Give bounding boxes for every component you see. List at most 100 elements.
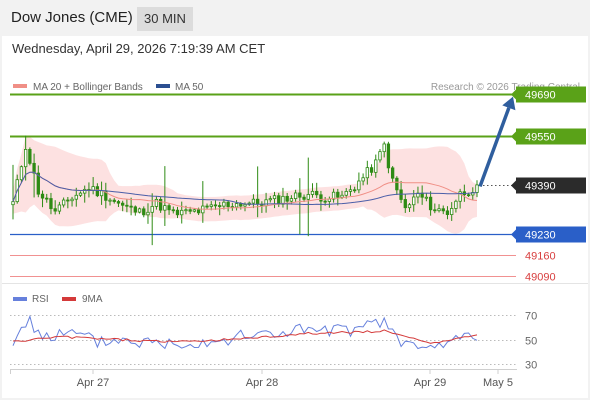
candle-body xyxy=(192,209,197,212)
candle-body xyxy=(53,208,57,212)
level-label-49160: 49160 xyxy=(525,251,556,263)
candle-body xyxy=(319,194,323,202)
rsi-tick-70: 70 xyxy=(525,311,537,323)
candle-body xyxy=(450,208,454,215)
candle-body xyxy=(412,196,416,206)
candle-body xyxy=(116,201,121,204)
candle-body xyxy=(293,192,298,199)
level-tag-pointer-49550 xyxy=(511,131,516,142)
candle-body xyxy=(454,200,458,209)
candle-body xyxy=(458,191,462,202)
forecast-arrow xyxy=(478,96,516,188)
candle-body xyxy=(428,196,433,211)
candle-body xyxy=(437,208,441,212)
candle-body xyxy=(184,209,188,212)
candle-body xyxy=(108,199,112,202)
ma50-legend-swatch xyxy=(156,84,170,88)
candle-body xyxy=(331,191,336,200)
candle-body xyxy=(121,202,125,206)
candle-body xyxy=(336,191,340,198)
candle-body xyxy=(302,196,306,200)
candle-body xyxy=(340,194,344,198)
interval-button[interactable]: 30 MIN xyxy=(137,7,193,31)
level-tag-49690 xyxy=(516,86,586,103)
candle-body xyxy=(167,205,171,211)
x-axis: Apr 27 Apr 28 Apr 29 May 5 xyxy=(10,369,513,389)
candle-body xyxy=(180,209,184,216)
candle-body xyxy=(205,205,209,208)
candle-body xyxy=(475,184,479,193)
level-tag-49230 xyxy=(516,226,586,243)
rsi-tick-50: 50 xyxy=(525,336,537,348)
source-credit: Research © 2026 Trading Central xyxy=(431,82,580,93)
candle-body xyxy=(188,209,192,212)
candle-body xyxy=(45,197,49,200)
candle-body xyxy=(310,190,315,195)
candle-body xyxy=(154,198,159,207)
rsi-legend-swatch xyxy=(13,297,27,301)
candle-body xyxy=(66,199,70,202)
candle-body xyxy=(196,209,201,214)
candle-body xyxy=(323,200,327,203)
ma20-legend-label: MA 20 + Bollinger Bands xyxy=(33,82,143,93)
candle-body xyxy=(424,196,429,199)
candle-body xyxy=(40,193,45,199)
candle-body xyxy=(433,209,437,212)
x-tick-label: Apr 27 xyxy=(77,377,109,389)
candle-body xyxy=(32,162,36,174)
candles xyxy=(11,135,479,246)
ma20-legend-swatch xyxy=(13,84,27,88)
candle-body xyxy=(386,143,391,169)
timestamp: Wednesday, April 29, 2026 7:19:39 AM CET xyxy=(12,41,266,56)
candle-body xyxy=(24,149,28,168)
candle-body xyxy=(277,195,281,205)
level-tag-pointer-49230 xyxy=(511,229,516,240)
candle-body xyxy=(399,189,403,200)
candle-body xyxy=(369,167,374,173)
candle-body xyxy=(378,151,382,161)
rsi-ma-legend-swatch xyxy=(62,297,76,301)
candle-body xyxy=(272,195,277,200)
candle-body xyxy=(146,211,150,216)
candle-body xyxy=(268,198,272,201)
level-label-49550: 49550 xyxy=(525,132,556,144)
candle-body xyxy=(28,149,32,164)
candle-body xyxy=(171,209,175,212)
x-tick-label: May 5 xyxy=(483,377,513,389)
candle-body xyxy=(390,167,395,179)
candle-body xyxy=(99,190,104,197)
candle-body xyxy=(213,204,218,207)
candle-body xyxy=(298,192,302,198)
candle-body xyxy=(36,172,40,195)
candle-body xyxy=(137,208,142,213)
candle-body xyxy=(175,209,180,216)
candle-body xyxy=(222,201,226,207)
candle-body xyxy=(78,192,83,196)
candle-body xyxy=(445,210,450,215)
level-tag-49550 xyxy=(516,128,586,145)
candle-body xyxy=(344,191,348,196)
candle-body xyxy=(234,203,239,208)
rsi-axis: 70 50 30 xyxy=(525,311,537,372)
level-tag-pointer-49390 xyxy=(511,180,516,191)
rsi-ma-legend-label: 9MA xyxy=(82,294,103,305)
candle-body xyxy=(112,199,116,202)
x-tick-label: Apr 28 xyxy=(246,377,278,389)
candle-body xyxy=(218,205,222,207)
forecast-arrow-shaft xyxy=(478,107,511,188)
candle-body xyxy=(226,201,230,208)
candle-body xyxy=(306,194,310,200)
chart-header: Dow Jones (CME) 30 MIN xyxy=(0,0,590,36)
candle-body xyxy=(70,198,74,202)
candle-body xyxy=(251,198,256,204)
forecast-arrow-head xyxy=(502,96,516,111)
bollinger-band-area xyxy=(13,136,477,234)
candle-body xyxy=(357,180,361,191)
candle-body xyxy=(158,198,163,211)
candle-body xyxy=(243,204,247,207)
candle-body xyxy=(142,208,146,216)
rsi-legend-label: RSI xyxy=(32,294,49,305)
candle-body xyxy=(395,177,399,191)
level-label-49390: 49390 xyxy=(525,181,556,193)
